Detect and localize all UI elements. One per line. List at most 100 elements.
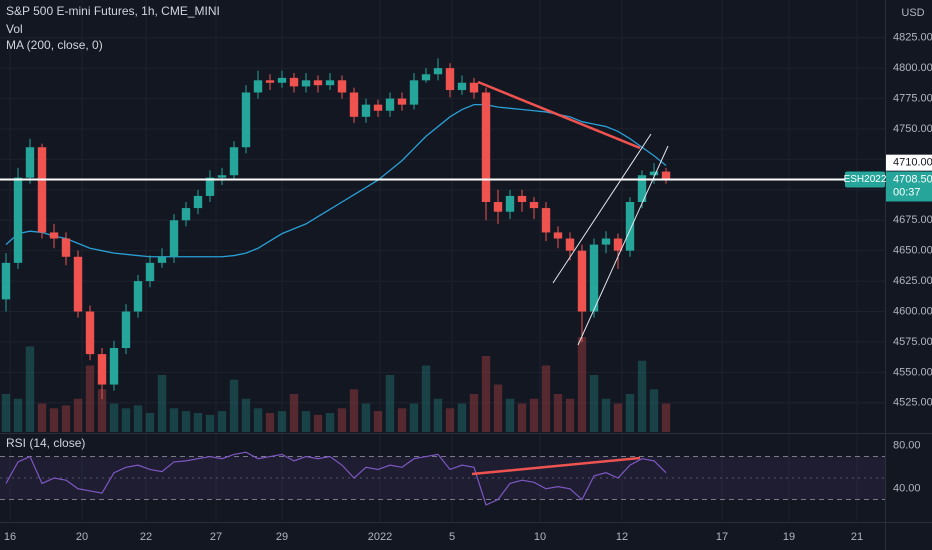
volume-bar (589, 375, 599, 432)
volume-bar (349, 389, 359, 432)
volume-bar (157, 375, 167, 432)
x-tick-label: 10 (534, 531, 546, 543)
channel-line[interactable] (552, 133, 652, 284)
candle-body (385, 98, 395, 111)
grid (0, 0, 885, 521)
last-price-label: 4708.50 (893, 173, 932, 185)
volume-bar (421, 365, 431, 432)
y-tick-label: 4750.00 (893, 123, 932, 135)
rsi-line (5, 451, 667, 506)
candle-body (625, 202, 635, 251)
candle-body (145, 262, 155, 282)
candle-body (181, 208, 191, 221)
volume-bar (517, 403, 527, 432)
candle-body (433, 68, 443, 75)
last-price-box (886, 171, 932, 202)
volume-bar (529, 398, 539, 432)
volume-bar (277, 411, 287, 432)
candle-body (13, 177, 23, 263)
volume-bar (133, 405, 143, 432)
candle-body (565, 238, 575, 251)
volume-bar (373, 411, 383, 432)
y-tick-label: 4800.00 (893, 62, 932, 74)
candle-body (37, 147, 47, 233)
candle-body (193, 195, 203, 209)
y-tick-label: 4825.00 (893, 32, 932, 44)
candle-body (577, 250, 587, 312)
candle-body (661, 171, 671, 180)
candle-body (265, 80, 275, 83)
volume-bar (313, 414, 323, 432)
volume-bar (85, 365, 95, 432)
countdown: 00:37 (893, 186, 921, 198)
candle-body (349, 92, 359, 117)
candle-body (505, 195, 515, 212)
y-tick-label: 4775.00 (893, 92, 932, 104)
volume-bar (289, 394, 299, 432)
volume-bar (25, 346, 35, 432)
volume-bar (601, 398, 611, 432)
candle-body (373, 104, 383, 111)
volume-bar (481, 356, 491, 432)
candle-body (229, 147, 239, 176)
volume-bar (229, 379, 239, 432)
candle-body (241, 92, 251, 148)
candle-body (169, 220, 179, 257)
volume-bar (553, 394, 563, 432)
candle-body (313, 80, 323, 86)
candle-body (49, 232, 59, 239)
volume-bar (565, 398, 575, 432)
candle-body (217, 175, 227, 178)
candle-body (601, 238, 611, 245)
legend-entry: MA (200, close, 0) (6, 38, 103, 52)
candle-body (133, 281, 143, 312)
candle-body (613, 238, 623, 251)
rsi-trendline[interactable] (471, 456, 641, 476)
candle-body (289, 77, 299, 87)
x-tick-label: 19 (783, 531, 795, 543)
x-tick-label: 17 (716, 531, 728, 543)
volume-bar (337, 408, 347, 432)
candle-body (553, 232, 563, 239)
volume-bar (649, 389, 659, 432)
legend-entry: Vol (6, 22, 23, 36)
x-tick-label: 5 (449, 531, 455, 543)
volume-bar (109, 403, 119, 432)
x-tick-label: 2022 (368, 531, 392, 543)
x-tick-label: 21 (851, 531, 863, 543)
y-tick-label: 4575.00 (893, 336, 932, 348)
y-tick-label: 4650.00 (893, 245, 932, 257)
volume-bar (169, 408, 179, 432)
volume-bar (181, 411, 191, 432)
volume-bar (145, 413, 155, 432)
volume-bar (193, 413, 203, 432)
volume-bar (613, 403, 623, 432)
volume-bar (433, 398, 443, 432)
x-tick-label: 20 (76, 531, 88, 543)
candle-body (25, 147, 35, 178)
y-tick-label: 80.00 (893, 440, 921, 452)
y-tick-label: 40.00 (893, 483, 921, 495)
y-tick-label: 4525.00 (893, 397, 932, 409)
x-tick-label: 29 (276, 531, 288, 543)
trendline[interactable] (477, 80, 641, 150)
plot (1, 58, 671, 506)
symbol-badge (845, 171, 885, 188)
candle-body (469, 82, 479, 93)
volume-bar (49, 408, 59, 432)
candle-body (445, 68, 455, 91)
volume-bar (13, 398, 23, 432)
x-tick-label: 12 (616, 531, 628, 543)
alert-price-box (886, 154, 932, 171)
candle-body (205, 177, 215, 196)
volume-bar (205, 414, 215, 432)
volume-bar (637, 360, 647, 432)
volume-bar (661, 403, 671, 432)
currency-badge[interactable] (899, 4, 927, 22)
candle-body (109, 348, 119, 385)
volume-bar (493, 384, 503, 432)
volume-bar (1, 394, 11, 432)
volume-bar (469, 394, 479, 432)
x-tick-label: 22 (140, 531, 152, 543)
volume-bar (457, 403, 467, 432)
